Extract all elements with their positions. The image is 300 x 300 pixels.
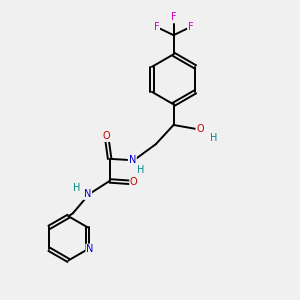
Text: O: O [196, 124, 204, 134]
Text: N: N [129, 155, 136, 165]
Text: H: H [210, 133, 218, 142]
Text: F: F [171, 13, 176, 22]
Text: H: H [137, 165, 145, 175]
Text: H: H [73, 183, 80, 193]
Text: F: F [188, 22, 194, 32]
Text: O: O [130, 177, 138, 188]
Text: F: F [154, 22, 159, 32]
Text: N: N [84, 189, 91, 199]
Text: O: O [103, 131, 110, 141]
Text: N: N [86, 244, 94, 254]
